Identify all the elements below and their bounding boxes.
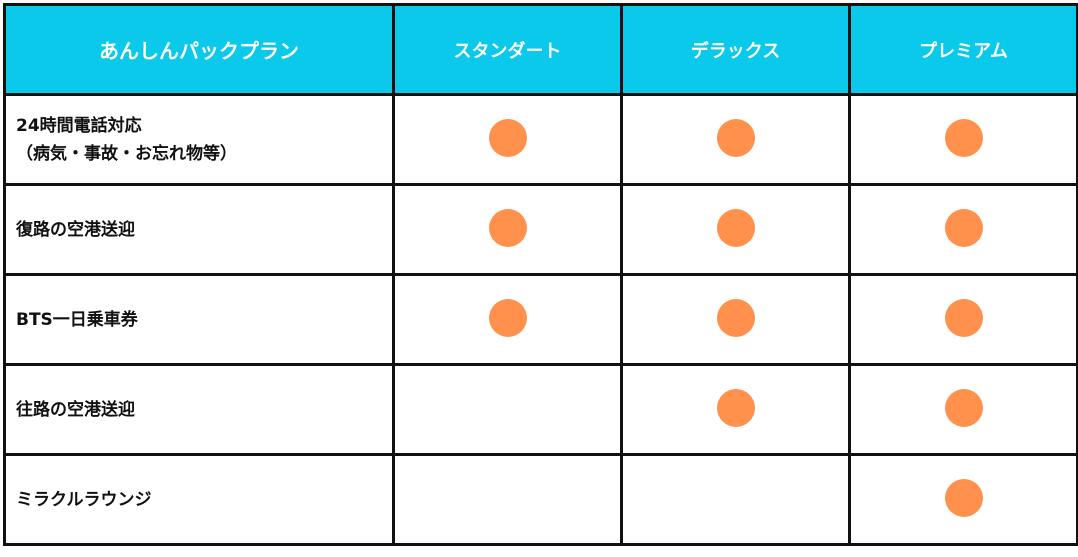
header-deluxe: デラックス — [620, 3, 851, 96]
included-circle-icon — [944, 118, 983, 157]
feature-label: 往路の空港送迎 — [3, 363, 395, 456]
table-row: ミラクルラウンジ — [3, 453, 1078, 546]
plan-cell — [392, 93, 623, 186]
plan-cell — [392, 273, 623, 366]
feature-name: 復路の空港送迎 — [16, 219, 135, 240]
included-circle-icon — [944, 298, 983, 337]
feature-label: BTS一日乗車券 — [3, 273, 395, 366]
feature-label: 24時間電話対応 （病気・事故・お忘れ物等） — [3, 93, 395, 186]
plan-cell — [620, 453, 851, 546]
included-circle-icon — [716, 298, 755, 337]
included-circle-icon — [716, 208, 755, 247]
plan-cell — [620, 273, 851, 366]
plan-cell — [848, 453, 1078, 546]
included-circle-icon — [488, 298, 527, 337]
plan-cell — [392, 183, 623, 276]
plan-cell — [392, 453, 623, 546]
included-circle-icon — [716, 118, 755, 157]
included-circle-icon — [944, 208, 983, 247]
plan-cell — [392, 363, 623, 456]
included-circle-icon — [716, 388, 755, 427]
table-row: 往路の空港送迎 — [3, 363, 1078, 456]
feature-name: 往路の空港送迎 — [16, 399, 135, 420]
table-row: 復路の空港送迎 — [3, 183, 1078, 276]
plan-cell — [620, 93, 851, 186]
plan-comparison-table: あんしんパックプラン スタンダート デラックス プレミアム 24時間電話対応 （病… — [3, 3, 1078, 546]
included-circle-icon — [488, 208, 527, 247]
feature-name: BTS一日乗車券 — [16, 309, 138, 330]
plan-cell — [848, 273, 1078, 366]
feature-name: 24時間電話対応 — [16, 115, 142, 136]
header-premium: プレミアム — [848, 3, 1078, 96]
table-row: 24時間電話対応 （病気・事故・お忘れ物等） — [3, 93, 1078, 186]
header-standard: スタンダート — [392, 3, 623, 96]
header-plan: あんしんパックプラン — [3, 3, 395, 96]
plan-cell — [848, 93, 1078, 186]
included-circle-icon — [944, 388, 983, 427]
header-row: あんしんパックプラン スタンダート デラックス プレミアム — [3, 3, 1078, 96]
plan-cell — [620, 363, 851, 456]
feature-label: ミラクルラウンジ — [3, 453, 395, 546]
plan-cell — [848, 183, 1078, 276]
plan-cell — [620, 183, 851, 276]
feature-name: ミラクルラウンジ — [16, 489, 152, 510]
feature-label: 復路の空港送迎 — [3, 183, 395, 276]
included-circle-icon — [488, 118, 527, 157]
included-circle-icon — [944, 478, 983, 517]
table-row: BTS一日乗車券 — [3, 273, 1078, 366]
feature-note: （病気・事故・お忘れ物等） — [16, 143, 237, 164]
plan-cell — [848, 363, 1078, 456]
